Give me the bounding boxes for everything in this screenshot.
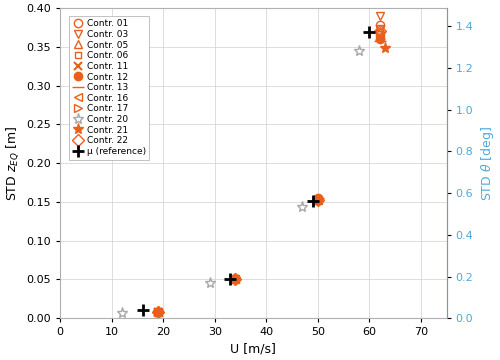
Contr. 12 (376, 37, 382, 41)
Contr. 20 (119, 311, 125, 315)
Contr. 17 (314, 198, 320, 203)
Line: Contr. 05: Contr. 05 (154, 27, 384, 316)
Contr. 12 (155, 310, 161, 314)
Y-axis label: STD $\theta$ [deg]: STD $\theta$ [deg] (479, 126, 496, 201)
Line: Contr. 03: Contr. 03 (154, 12, 384, 316)
Contr. 22 (155, 310, 161, 314)
Contr. 13 (232, 277, 238, 282)
Contr. 12 (232, 277, 238, 282)
Y-axis label: STD $z_{EQ}$ [m]: STD $z_{EQ}$ [m] (4, 126, 21, 201)
Contr. 17 (155, 310, 161, 314)
Line: Contr. 11: Contr. 11 (154, 33, 384, 316)
Legend: Contr. 01, Contr. 03, Contr. 05, Contr. 06, Contr. 11, Contr. 12, Contr. 13, Con: Contr. 01, Contr. 03, Contr. 05, Contr. … (68, 16, 150, 159)
Line: Contr. 20: Contr. 20 (116, 45, 364, 318)
Contr. 11 (155, 310, 161, 314)
μ (reference) (310, 199, 316, 203)
Contr. 20 (206, 280, 212, 285)
Contr. 03 (314, 198, 320, 203)
Contr. 20 (300, 205, 306, 210)
μ (reference) (227, 276, 233, 281)
Contr. 03 (232, 277, 238, 282)
Contr. 06 (314, 198, 320, 203)
Contr. 03 (155, 310, 161, 314)
Contr. 13 (314, 196, 320, 200)
Contr. 03 (376, 14, 382, 18)
μ (reference) (366, 30, 372, 34)
Contr. 01 (232, 277, 238, 282)
Line: Contr. 13: Contr. 13 (152, 35, 386, 318)
Contr. 21 (314, 198, 320, 203)
Line: Contr. 22: Contr. 22 (154, 27, 384, 316)
Contr. 16 (376, 33, 382, 37)
Contr. 17 (232, 277, 238, 282)
Contr. 11 (232, 277, 238, 282)
μ (reference) (140, 308, 145, 312)
Contr. 13 (155, 310, 161, 314)
Contr. 12 (314, 196, 320, 200)
Contr. 11 (376, 35, 382, 39)
Contr. 01 (155, 310, 161, 314)
Contr. 06 (232, 277, 238, 282)
Contr. 05 (155, 310, 161, 314)
Contr. 20 (356, 49, 362, 53)
Contr. 16 (155, 310, 161, 314)
Contr. 21 (155, 310, 161, 314)
Contr. 05 (232, 277, 238, 282)
Contr. 11 (314, 198, 320, 203)
Contr. 17 (376, 31, 382, 35)
Line: μ (reference): μ (reference) (136, 26, 376, 317)
Contr. 05 (376, 29, 382, 33)
Contr. 22 (376, 29, 382, 33)
Contr. 05 (314, 198, 320, 203)
Line: Contr. 16: Contr. 16 (154, 31, 384, 316)
Contr. 16 (232, 277, 238, 282)
Line: Contr. 12: Contr. 12 (154, 35, 384, 316)
Line: Contr. 17: Contr. 17 (154, 29, 384, 316)
X-axis label: U [m/s]: U [m/s] (230, 343, 276, 356)
Line: Contr. 01: Contr. 01 (154, 21, 384, 316)
Contr. 01 (314, 198, 320, 203)
Contr. 06 (155, 310, 161, 314)
Contr. 21 (382, 46, 388, 51)
Contr. 06 (376, 26, 382, 30)
Line: Contr. 06: Contr. 06 (154, 24, 383, 315)
Contr. 01 (376, 23, 382, 27)
Contr. 16 (314, 198, 320, 203)
Contr. 22 (232, 277, 238, 282)
Line: Contr. 21: Contr. 21 (152, 43, 390, 318)
Contr. 22 (314, 198, 320, 203)
Contr. 13 (376, 39, 382, 43)
Contr. 21 (232, 277, 238, 282)
